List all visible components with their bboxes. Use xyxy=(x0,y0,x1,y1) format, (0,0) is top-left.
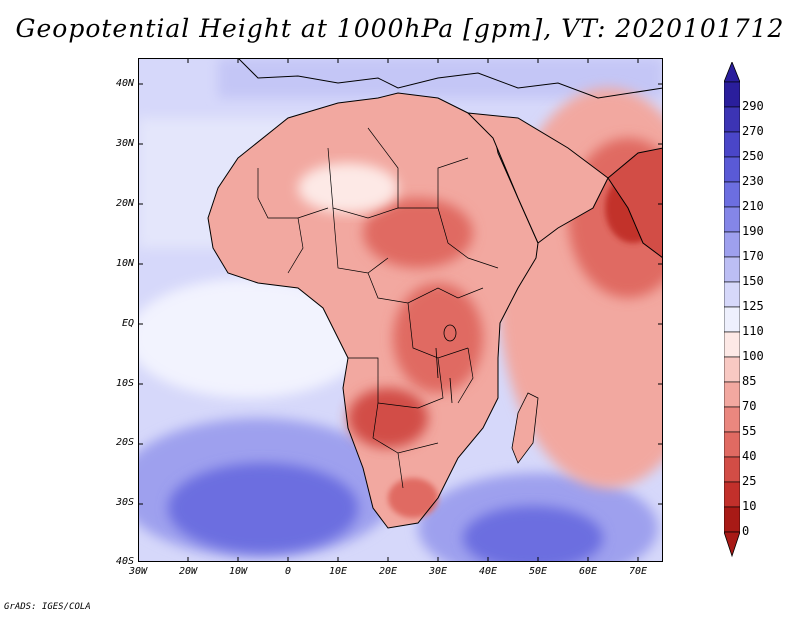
colorbar-segment-13 xyxy=(724,406,740,433)
lat-label-40n: 40N xyxy=(115,78,134,89)
colorbar-label-0: 0 xyxy=(742,524,750,538)
colorbar-label-110: 110 xyxy=(742,324,764,338)
south-indian-high-core xyxy=(463,506,603,562)
colorbar-segment-17 xyxy=(724,506,740,533)
lon-label-10w: 10W xyxy=(228,566,248,577)
colorbar-label-10: 10 xyxy=(742,499,757,513)
map-title: Geopotential Height at 1000hPa [gpm], VT… xyxy=(15,14,785,43)
colorbar-segment-2 xyxy=(724,131,740,158)
africa-field xyxy=(208,93,538,528)
south-atlantic-high-core xyxy=(168,463,358,553)
colorbar-label-85: 85 xyxy=(742,374,757,388)
colorbar-segment-0 xyxy=(724,81,740,108)
madagascar xyxy=(511,392,539,464)
colorbar-label-250: 250 xyxy=(742,149,764,163)
colorbar-bottom-arrow xyxy=(724,531,740,558)
lon-label-70e: 70E xyxy=(628,566,648,577)
sahara-field xyxy=(298,163,398,213)
lake-victoria xyxy=(443,324,457,342)
axis-ticks xyxy=(138,58,663,562)
map-frame-border xyxy=(138,58,663,562)
colorbar-label-190: 190 xyxy=(742,224,764,238)
lat-label-eq: EQ xyxy=(121,318,134,329)
lat-label-20n: 20N xyxy=(115,198,134,209)
arabian-peninsula xyxy=(466,112,609,244)
colorbar-segment-15 xyxy=(724,456,740,483)
southern-africa-low xyxy=(348,388,428,448)
lon-label-30e: 30E xyxy=(428,566,448,577)
colorbar-segment-7 xyxy=(724,256,740,283)
colorbar-label-230: 230 xyxy=(742,174,764,188)
europe-coastline xyxy=(237,58,663,99)
lat-label-20s: 20S xyxy=(115,437,134,448)
colorbar-segment-4 xyxy=(724,181,740,208)
africa-coastline xyxy=(207,92,539,529)
colorbar-segment-3 xyxy=(724,156,740,183)
lake-malawi xyxy=(449,377,453,404)
lon-label-0: 0 xyxy=(284,566,292,577)
colorbar-label-55: 55 xyxy=(742,424,757,438)
colorbar xyxy=(724,62,740,558)
colorbar-segment-5 xyxy=(724,206,740,233)
colorbar-label-25: 25 xyxy=(742,474,757,488)
colorbar-label-150: 150 xyxy=(742,274,764,288)
lon-label-50e: 50E xyxy=(528,566,548,577)
colorbar-label-125: 125 xyxy=(742,299,764,313)
lon-label-20e: 20E xyxy=(378,566,398,577)
lon-label-10e: 10E xyxy=(328,566,348,577)
lat-label-30n: 30N xyxy=(115,138,134,149)
colorbar-segments xyxy=(724,81,740,533)
colorbar-segment-12 xyxy=(724,381,740,408)
east-africa-low xyxy=(393,283,483,393)
lat-label-30s: 30S xyxy=(115,497,134,508)
colorbar-segment-1 xyxy=(724,106,740,133)
colorbar-label-100: 100 xyxy=(742,349,764,363)
lat-label-40s: 40S xyxy=(115,556,134,567)
colorbar-top-arrow xyxy=(724,62,740,83)
lon-label-60e: 60E xyxy=(578,566,598,577)
lon-label-20w: 20W xyxy=(178,566,198,577)
colorbar-label-70: 70 xyxy=(742,399,757,413)
lat-label-10n: 10N xyxy=(115,258,134,269)
colorbar-label-270: 270 xyxy=(742,124,764,138)
country-borders xyxy=(257,127,499,489)
colorbar-segment-9 xyxy=(724,306,740,333)
colorbar-segment-10 xyxy=(724,331,740,358)
lat-label-10s: 10S xyxy=(115,378,134,389)
colorbar-label-170: 170 xyxy=(742,249,764,263)
lon-label-40e: 40E xyxy=(478,566,498,577)
colorbar-label-40: 40 xyxy=(742,449,757,463)
lake-tanganyika xyxy=(435,347,439,379)
colorbar-label-290: 290 xyxy=(742,99,764,113)
colorbar-segment-11 xyxy=(724,356,740,383)
equatorial-atlantic-field xyxy=(138,278,368,398)
geopotential-map xyxy=(138,58,663,562)
colorbar-segment-14 xyxy=(724,431,740,458)
colorbar-label-210: 210 xyxy=(742,199,764,213)
sahel-low xyxy=(363,198,473,268)
south-africa-low xyxy=(388,478,438,518)
colorbar-segment-8 xyxy=(724,281,740,308)
colorbar-segment-6 xyxy=(724,231,740,258)
grads-credit: GrADS: IGES/COLA xyxy=(4,602,91,612)
map-plot-area xyxy=(138,58,663,562)
colorbar-segment-16 xyxy=(724,481,740,508)
lon-label-30w: 30W xyxy=(128,566,148,577)
india xyxy=(607,147,663,259)
